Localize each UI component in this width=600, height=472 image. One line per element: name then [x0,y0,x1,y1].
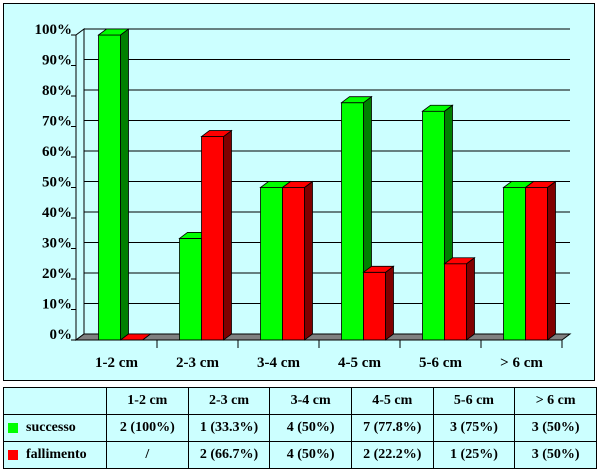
bar-side-fallimento [547,180,556,341]
floor [74,333,572,341]
table-cell: 2 (22.2%) [350,441,434,469]
table-cell: / [106,441,189,469]
table-header-cell: > 6 cm [514,387,597,415]
table-cell: 3 (50%) [514,441,597,469]
bar-top-fallimento [281,181,314,188]
bar-top-fallimento [362,265,395,273]
y-tick-label: 10% [42,297,72,313]
y-tick-label: 0% [50,327,73,343]
x-tick-label: 1-2 cm [95,355,138,371]
legend-successo: successo [3,414,107,442]
bar-top-successo [421,104,454,112]
bar-fallimento [444,263,467,341]
y-tick-label: 90% [42,53,72,69]
y-tick-label: 40% [42,205,72,221]
data-table: 1-2 cm 2-3 cm 3-4 cm 4-5 cm 5-6 cm > 6 c… [3,387,597,469]
table-row-fallimento: fallimento / 2 (66.7%) 4 (50%) 2 (22.2%)… [3,441,597,469]
bar-successo [98,34,121,341]
bar-side-fallimento [304,180,313,341]
x-tick-label: 4-5 cm [338,355,381,371]
bar-successo [503,187,526,341]
y-tick-label: 60% [42,144,72,160]
table-header-cell: 4-5 cm [350,387,434,415]
table-header-corner [3,387,107,415]
x-tick-label: > 6 cm [500,355,543,371]
y-tick-label: 30% [42,236,72,252]
table-cell: 7 (77.8%) [350,414,434,442]
table-cell: 1 (25%) [432,441,516,469]
bar-top-fallimento [200,130,233,137]
bar-top-fallimento [443,257,476,265]
bar-successo [422,110,445,341]
bar-top-fallimento [524,181,557,188]
bar-side-fallimento [466,256,475,341]
bar-fallimento [282,187,305,341]
table-header-cell: 1-2 cm [106,387,189,415]
table-header-cell: 2-3 cm [187,387,271,415]
bar-chart: 0% 10% 20% 30% 40% 50% 60% 70% 80% 90% 100% 1-2 cm 2… [35,22,572,371]
bar-side-fallimento [385,265,394,341]
y-tick-label: 80% [42,83,72,99]
chart-frame: 0% 10% 20% 30% 40% 50% 60% 70% 80% 90% 100% 1-2 cm 2… [3,3,595,381]
legend-key-fallimento [8,449,18,460]
bar-top-successo [340,96,373,104]
table-header-cell: 3-4 cm [269,387,352,415]
bar-successo [341,102,364,341]
table-cell: 1 (33.3%) [187,414,271,442]
side-wall [75,28,85,341]
legend-label: fallimento [26,447,87,462]
bar-side-fallimento [223,129,232,341]
y-tick-label: 70% [42,114,72,130]
bar-fallimento [525,187,548,341]
bar-fallimento [363,271,386,341]
y-tick-label: 100% [35,22,73,38]
table-cell: 4 (50%) [269,414,352,442]
table-header-row: 1-2 cm 2-3 cm 3-4 cm 4-5 cm 5-6 cm > 6 c… [3,387,597,415]
table-cell: 2 (100%) [106,414,189,442]
x-tick-label: 5-6 cm [419,355,462,371]
legend-key-successo [8,422,18,433]
bar-side-successo [120,28,129,341]
x-tick-label: 2-3 cm [176,355,219,371]
table-header-cell: 5-6 cm [432,387,516,415]
x-tick-label: 3-4 cm [257,355,300,371]
table-cell: 2 (66.7%) [187,441,271,469]
bar-successo [179,238,202,341]
table-cell: 3 (50%) [514,414,597,442]
bar-successo [260,187,283,341]
y-tick-label: 20% [42,266,72,282]
table-cell: 4 (50%) [269,441,352,469]
bar-fallimento [201,136,224,341]
table-cell: 3 (75%) [432,414,516,442]
legend-label: successo [26,420,76,435]
legend-fallimento: fallimento [3,441,107,469]
table-row-successo: successo 2 (100%) 1 (33.3%) 4 (50%) 7 (7… [3,414,597,442]
y-tick-label: 50% [42,175,72,191]
bar-top-successo [97,28,130,36]
